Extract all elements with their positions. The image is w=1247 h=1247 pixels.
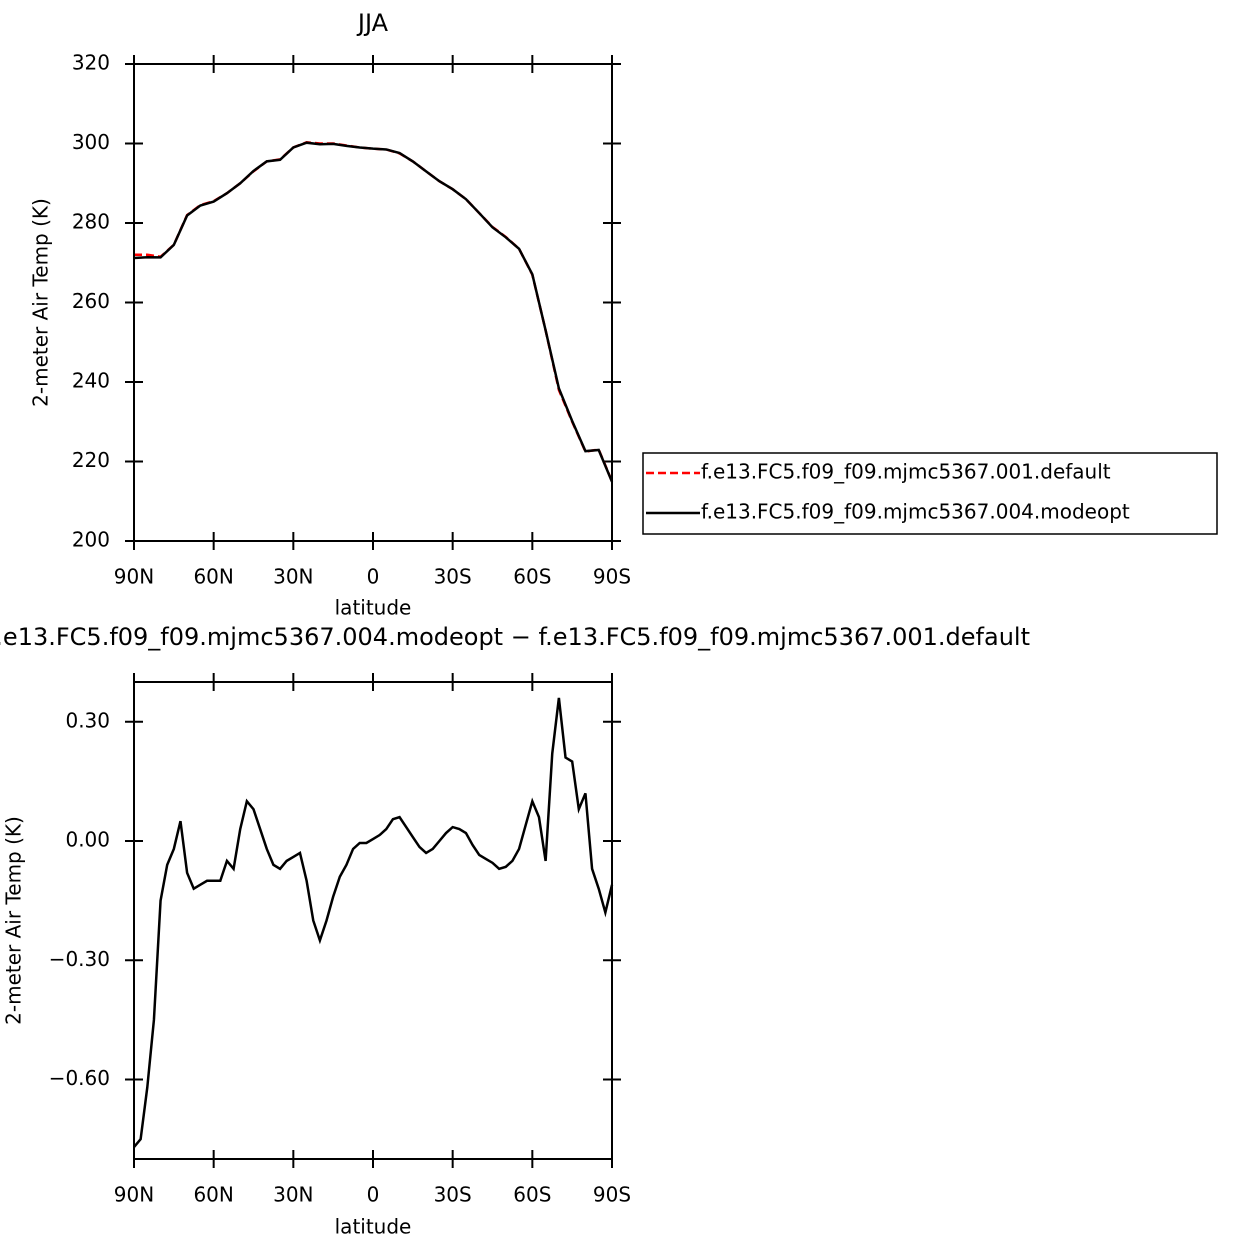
- x-tick-label: 30N: [273, 1183, 313, 1207]
- y-tick-label: 300: [72, 130, 110, 154]
- x-tick-label: 60N: [193, 1183, 233, 1207]
- y-tick-label: 320: [72, 51, 110, 75]
- x-tick-label: 90N: [114, 1183, 154, 1207]
- x-tick-label: 90S: [593, 1183, 631, 1207]
- x-tick-label: 30S: [434, 1183, 472, 1207]
- y-tick-label: 280: [72, 210, 110, 234]
- x-tick-label: 0: [367, 1183, 380, 1207]
- x-tick-label: 60S: [513, 1183, 551, 1207]
- y-tick-label: −0.60: [49, 1066, 110, 1090]
- x-tick-label: 60N: [193, 565, 233, 589]
- x-tick-label: 90N: [114, 565, 154, 589]
- plot-frame: [133, 681, 613, 1160]
- legend-label: f.e13.FC5.f09_f09.mjmc5367.001.default: [701, 460, 1111, 484]
- y-tick-label: 200: [72, 528, 110, 552]
- plot-frame: [133, 63, 613, 542]
- x-tick-label: 90S: [593, 565, 631, 589]
- chart-title: f.e13.FC5.f09_f09.mjmc5367.004.modeopt −…: [0, 623, 1030, 651]
- data-line: [133, 141, 614, 483]
- y-tick-label: −0.30: [49, 947, 110, 971]
- x-tick-label: 0: [367, 565, 380, 589]
- x-axis-label: latitude: [335, 1215, 412, 1239]
- y-tick-label: 0.30: [65, 708, 110, 732]
- y-tick-label: 220: [72, 448, 110, 472]
- y-tick-label: 240: [72, 369, 110, 393]
- y-axis-label: 2-meter Air Temp (K): [29, 198, 53, 407]
- x-tick-label: 30N: [273, 565, 313, 589]
- x-tick-label: 60S: [513, 565, 551, 589]
- chart-title: JJA: [356, 9, 389, 37]
- x-tick-label: 30S: [434, 565, 472, 589]
- y-tick-label: 0.00: [65, 828, 110, 852]
- data-line: [133, 697, 614, 1148]
- legend-label: f.e13.FC5.f09_f09.mjmc5367.004.modeopt: [701, 500, 1130, 524]
- y-tick-label: 260: [72, 289, 110, 313]
- legend-box: [642, 452, 1218, 535]
- x-axis-label: latitude: [335, 596, 412, 620]
- y-axis-label: 2-meter Air Temp (K): [2, 816, 26, 1025]
